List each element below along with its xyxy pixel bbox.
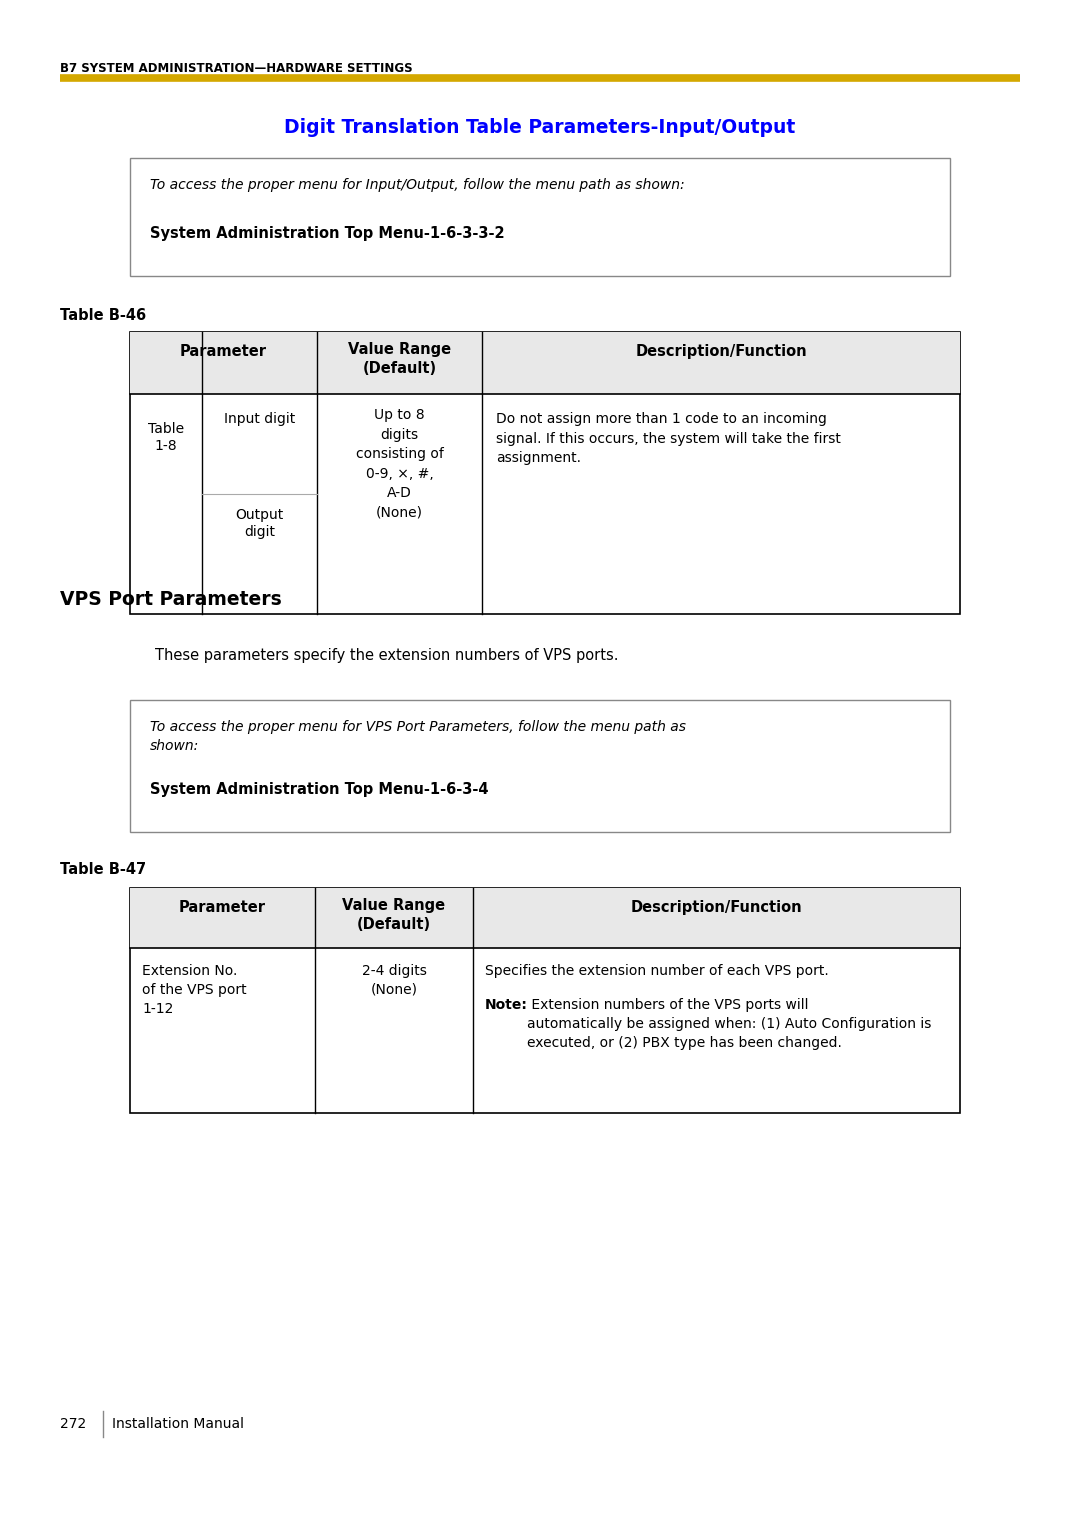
Text: B7 SYSTEM ADMINISTRATION—HARDWARE SETTINGS: B7 SYSTEM ADMINISTRATION—HARDWARE SETTIN… (60, 63, 413, 75)
Text: Value Range
(Default): Value Range (Default) (342, 898, 446, 932)
Text: Output
digit: Output digit (235, 507, 284, 539)
Bar (130, 332, 960, 394)
Text: Parameter: Parameter (179, 900, 266, 915)
Text: Parameter: Parameter (180, 344, 267, 359)
Bar (130, 332, 960, 614)
Text: These parameters specify the extension numbers of VPS ports.: These parameters specify the extension n… (156, 648, 619, 663)
Text: Table B-47: Table B-47 (60, 862, 146, 877)
Bar (130, 888, 960, 1112)
Text: Value Range
(Default): Value Range (Default) (348, 342, 451, 376)
Text: Up to 8
digits
consisting of
0-9, ×, #,
A-D
(None): Up to 8 digits consisting of 0-9, ×, #, … (355, 408, 444, 520)
Text: To access the proper menu for VPS Port Parameters, follow the menu path as
shown: To access the proper menu for VPS Port P… (150, 720, 686, 753)
Text: Table
1-8: Table 1-8 (148, 422, 184, 454)
Text: System Administration Top Menu-1-6-3-3-2: System Administration Top Menu-1-6-3-3-2 (150, 226, 504, 241)
Text: Digit Translation Table Parameters-Input/Output: Digit Translation Table Parameters-Input… (284, 118, 796, 138)
Text: 272: 272 (60, 1416, 86, 1432)
Text: Do not assign more than 1 code to an incoming
signal. If this occurs, the system: Do not assign more than 1 code to an inc… (496, 413, 841, 465)
Text: Extension numbers of the VPS ports will
automatically be assigned when: (1) Auto: Extension numbers of the VPS ports will … (527, 998, 931, 1050)
Bar (130, 888, 960, 947)
Text: 2-4 digits
(None): 2-4 digits (None) (362, 964, 427, 996)
Text: Extension No.
of the VPS port
1-12: Extension No. of the VPS port 1-12 (141, 964, 246, 1016)
Text: Installation Manual: Installation Manual (112, 1416, 244, 1432)
Bar (130, 700, 950, 833)
Text: Description/Function: Description/Function (635, 344, 807, 359)
Bar (130, 157, 950, 277)
Text: To access the proper menu for Input/Output, follow the menu path as shown:: To access the proper menu for Input/Outp… (150, 177, 685, 193)
Text: VPS Port Parameters: VPS Port Parameters (60, 590, 282, 610)
Text: Specifies the extension number of each VPS port.: Specifies the extension number of each V… (485, 964, 828, 978)
Text: Description/Function: Description/Function (631, 900, 802, 915)
Text: System Administration Top Menu-1-6-3-4: System Administration Top Menu-1-6-3-4 (150, 782, 488, 798)
Text: Input digit: Input digit (224, 413, 295, 426)
Text: Table B-46: Table B-46 (60, 309, 146, 322)
Text: Note:: Note: (485, 998, 528, 1012)
